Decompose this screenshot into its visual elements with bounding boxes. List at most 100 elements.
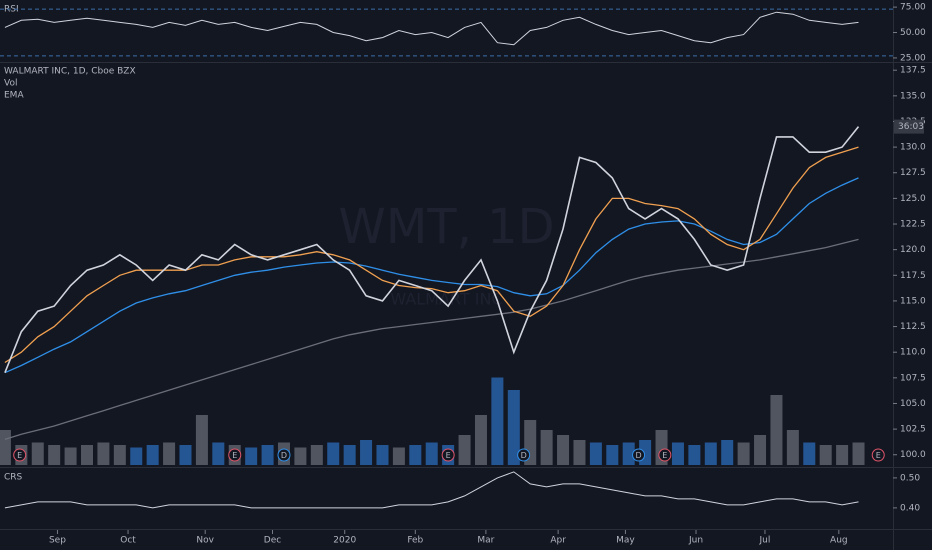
y-tick-label: 107.5 [900,373,926,383]
panel-title: CRS [4,473,23,483]
volume-bar [852,442,865,465]
y-tick-label: 135.0 [900,91,926,101]
indicator-label: Vol [4,79,17,89]
volume-bar [327,442,340,465]
volume-bar [540,430,553,465]
y-tick-label: 117.5 [900,271,926,281]
volume-bar [786,430,799,465]
event-marker [13,448,27,462]
event-label: E [876,451,881,460]
y-tick-label: 115.0 [900,296,926,306]
volume-bar [195,415,208,465]
volume-bar [360,440,373,465]
volume-bar [589,442,602,465]
volume-bar [81,445,94,465]
event-marker [441,448,455,462]
ema-line [4,146,859,364]
volume-bar [343,445,356,465]
y-tick-label: 120.0 [900,245,926,255]
volume-bar [146,445,159,465]
watermark: WALMART INC [390,290,502,309]
x-tick-label: Dec [264,536,281,546]
price-tag: 36:03 [898,122,924,132]
volume-bar [622,442,635,465]
event-marker [277,448,291,462]
event-label: E [17,451,22,460]
volume-bar [31,442,44,465]
y-tick-label: 25.00 [900,53,926,63]
event-marker [228,448,242,462]
y-tick-label: 125.0 [900,194,926,204]
x-tick-label: 2020 [333,536,356,546]
volume-bar [819,445,832,465]
event-label: E [232,451,237,460]
volume-bar [310,445,323,465]
y-tick-label: 110.0 [900,348,926,358]
y-tick-label: 0.50 [900,473,920,483]
volume-bar [606,445,619,465]
panel-title: WALMART INC, 1D, Cboe BZX [4,67,136,77]
volume-bar [179,445,192,465]
y-tick-label: 75.00 [900,3,926,13]
volume-bar [474,415,487,465]
x-tick-label: Sep [49,536,66,546]
watermark: WMT, 1D [338,199,554,255]
volume-bar [491,377,504,465]
volume-bar [704,442,717,465]
x-tick-label: Oct [120,536,136,546]
event-label: E [662,451,667,460]
y-tick-label: 102.5 [900,425,926,435]
volume-bar [130,447,143,465]
panel-title: RSI [4,5,19,15]
event-marker [517,448,531,462]
volume-bar [48,445,61,465]
price-tag-box [894,119,924,134]
volume-bar [557,435,570,465]
y-tick-label: 127.5 [900,168,926,178]
volume-bar [721,440,734,465]
event-label: D [521,451,527,460]
y-tick-label: 105.0 [900,399,926,409]
x-tick-label: Jun [688,536,703,546]
event-marker [632,448,646,462]
y-tick-label: 100.0 [900,450,926,460]
volume-bar [573,440,586,465]
y-tick-label: 0.40 [900,503,920,513]
volume-bar [425,442,438,465]
volume-bar [245,447,258,465]
x-tick-label: May [616,536,635,546]
y-tick-label: 137.5 [900,66,926,76]
x-tick-label: Aug [830,536,848,546]
x-tick-label: Mar [477,536,494,546]
volume-bar [212,442,225,465]
volume-bar [507,390,520,465]
event-label: D [281,451,287,460]
volume-bar [163,442,176,465]
indicator-label: EMA [4,91,24,101]
volume-bar [458,435,471,465]
event-label: E [446,451,451,460]
indicator-line [4,11,859,46]
y-tick-label: 130.0 [900,143,926,153]
volume-bar [836,445,849,465]
volume-bar [97,442,110,465]
x-tick-label: Apr [550,536,566,546]
volume-bar [671,442,684,465]
volume-bar [261,445,274,465]
volume-bar [294,447,307,465]
y-tick-label: 112.5 [900,322,926,332]
ema-line [4,177,859,374]
indicator-line [4,471,859,509]
y-tick-label: 122.5 [900,220,926,230]
volume-bar [0,430,11,465]
volume-bar [64,447,77,465]
volume-bar [770,395,783,465]
x-tick-label: Feb [407,536,423,546]
price-line [4,126,860,373]
y-tick-label: 50.00 [900,28,926,38]
event-marker [658,448,672,462]
volume-bar [376,445,389,465]
x-tick-label: Nov [196,536,214,546]
